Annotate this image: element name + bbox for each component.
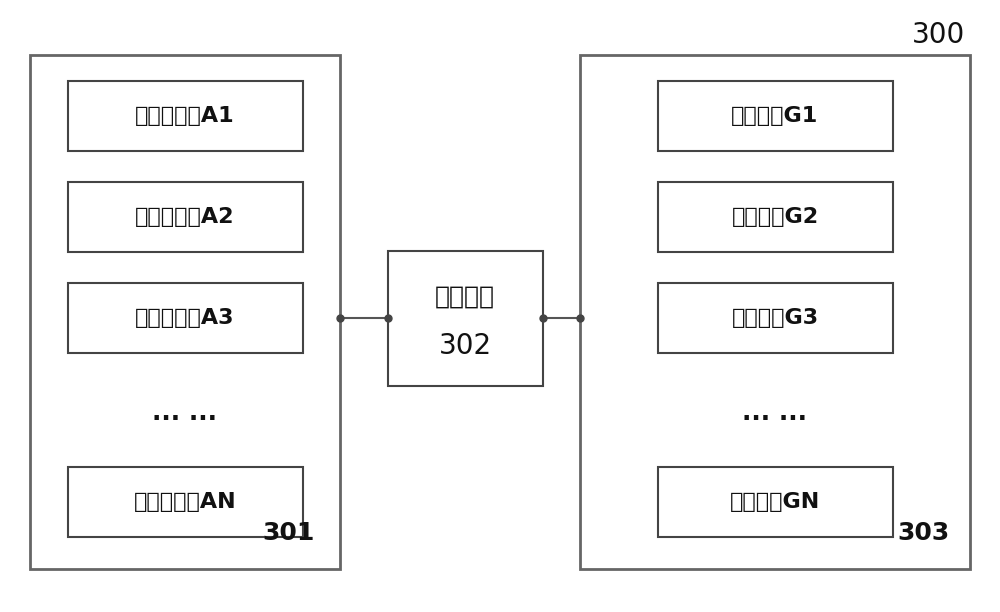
Text: 303: 303 xyxy=(898,521,950,545)
FancyBboxPatch shape xyxy=(388,251,542,386)
Text: 301: 301 xyxy=(263,521,315,545)
Text: 安全功能G2: 安全功能G2 xyxy=(731,207,819,227)
Text: 受监控应用A1: 受监控应用A1 xyxy=(135,106,235,126)
FancyBboxPatch shape xyxy=(658,81,893,151)
Text: 302: 302 xyxy=(438,332,492,360)
Text: 受监控应用A2: 受监控应用A2 xyxy=(135,207,235,227)
FancyBboxPatch shape xyxy=(658,182,893,252)
FancyBboxPatch shape xyxy=(68,466,302,537)
Text: 受监控应用AN: 受监控应用AN xyxy=(134,492,236,512)
FancyBboxPatch shape xyxy=(658,466,893,537)
Text: 安全功能GN: 安全功能GN xyxy=(730,492,820,512)
Text: 300: 300 xyxy=(912,21,965,50)
Text: ... ...: ... ... xyxy=(742,401,808,425)
FancyBboxPatch shape xyxy=(68,182,302,252)
Text: 服务代理: 服务代理 xyxy=(435,285,495,309)
Text: ... ...: ... ... xyxy=(152,401,218,425)
FancyBboxPatch shape xyxy=(658,283,893,354)
FancyBboxPatch shape xyxy=(580,55,970,569)
FancyBboxPatch shape xyxy=(68,283,302,354)
Text: 安全功能G1: 安全功能G1 xyxy=(731,106,819,126)
FancyBboxPatch shape xyxy=(68,81,302,151)
Text: 受监控应用A3: 受监控应用A3 xyxy=(135,308,235,328)
Text: 安全功能G3: 安全功能G3 xyxy=(731,308,819,328)
FancyBboxPatch shape xyxy=(30,55,340,569)
